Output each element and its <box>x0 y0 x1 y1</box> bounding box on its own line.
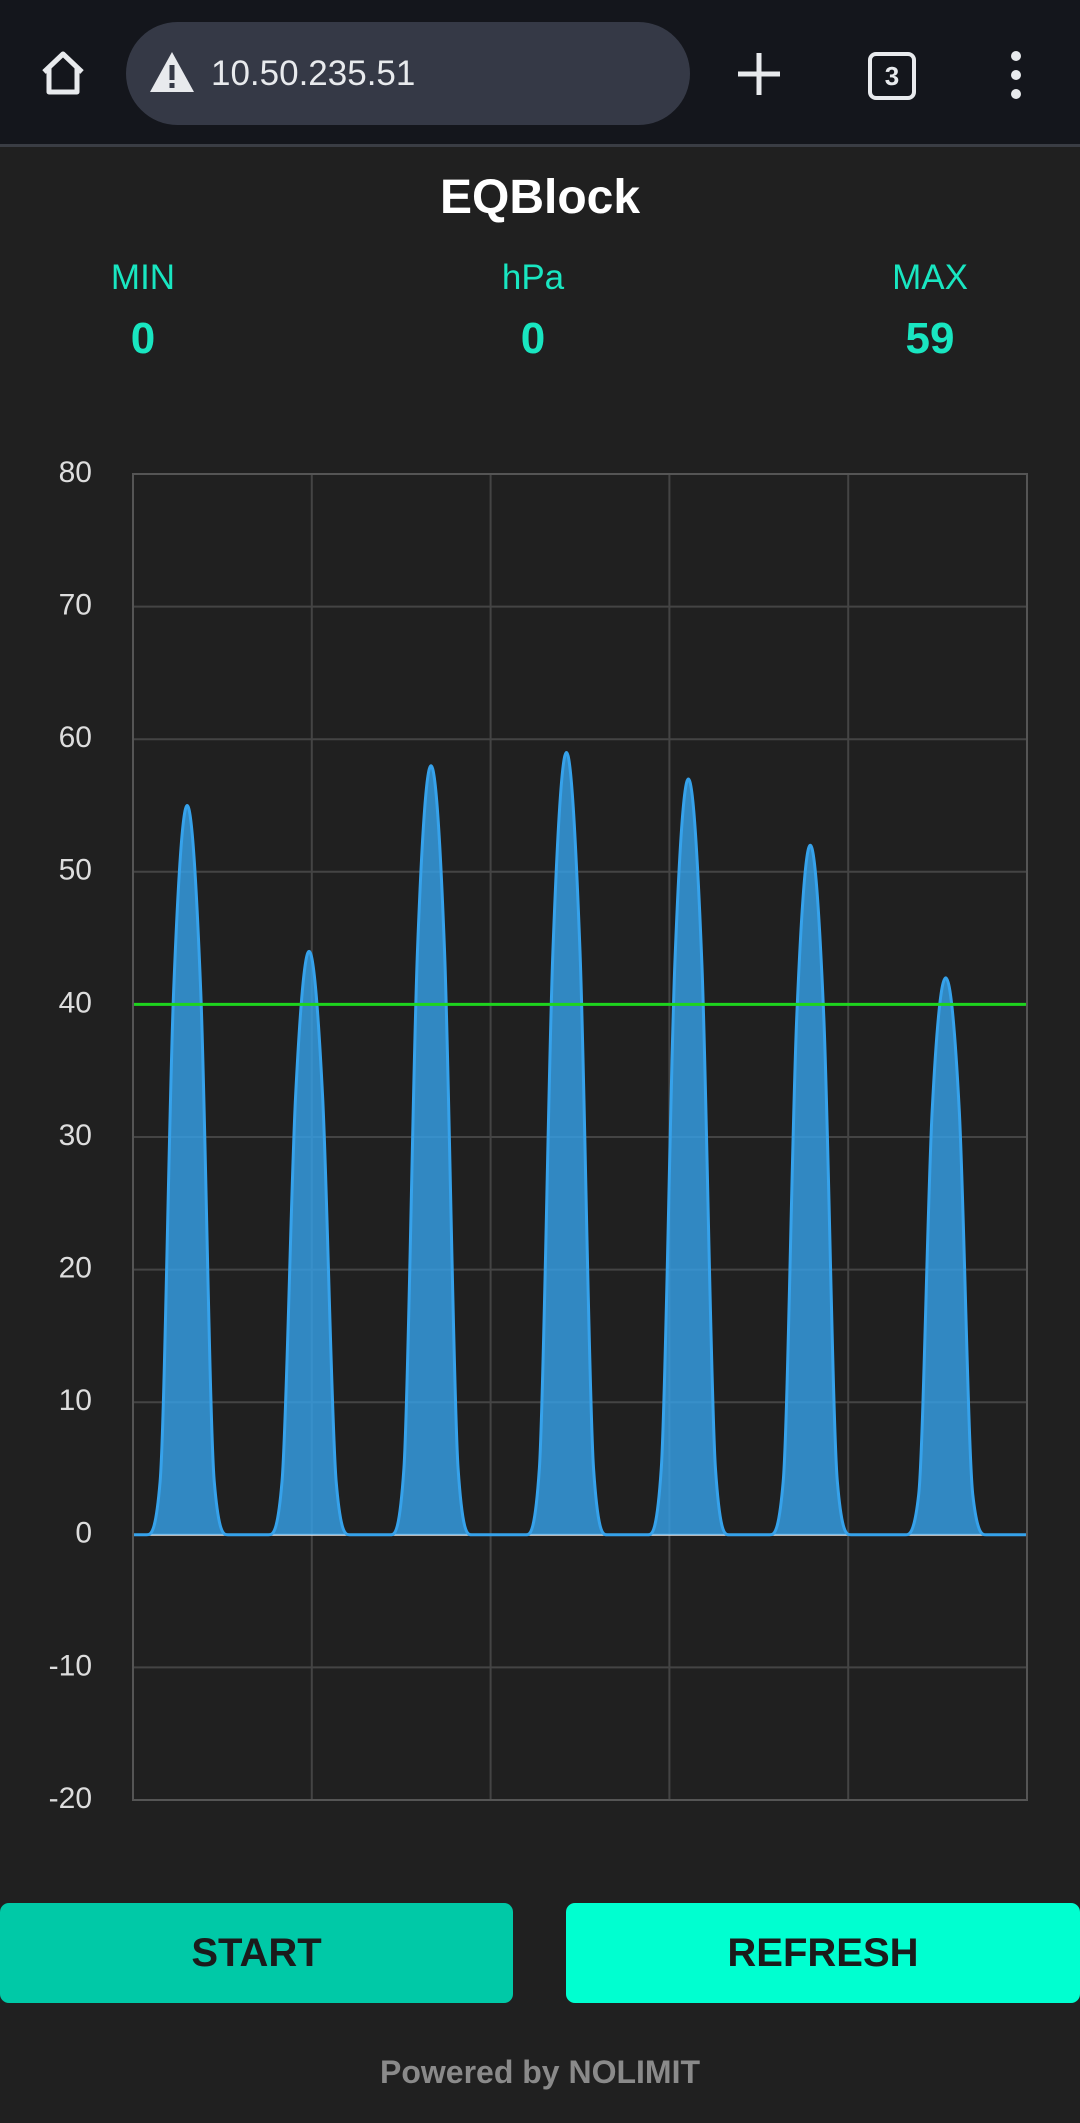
stat-label: hPa <box>501 258 565 297</box>
y-tick-label: 30 <box>59 1119 92 1152</box>
refresh-button[interactable]: REFRESH <box>566 1903 1080 2003</box>
chart: -20 -10 0 10 20 30 40 50 60 70 80 <box>49 456 1028 1815</box>
area-line <box>133 750 1027 1537</box>
y-tick-label: 80 <box>59 456 92 489</box>
browser-bar: 10.50.235.51 3 <box>0 0 1080 147</box>
menu-button[interactable] <box>1007 50 1025 100</box>
y-tick-label: 60 <box>59 721 92 754</box>
area <box>133 752 1027 1535</box>
stat-value: 0 <box>520 314 546 363</box>
footer: Powered by NOLIMIT <box>379 2054 701 2090</box>
stat-max: MAX 59 <box>830 258 1030 364</box>
app-title: EQBlock <box>439 171 641 224</box>
home-button[interactable] <box>38 48 88 98</box>
y-tick-label: 50 <box>59 854 92 887</box>
y-tick-label: 10 <box>59 1384 92 1417</box>
stat-label: MIN <box>110 258 176 297</box>
new-tab-button[interactable] <box>736 51 782 97</box>
stat-hpa: hPa 0 <box>433 258 633 364</box>
stat-value: 0 <box>130 314 156 363</box>
y-tick-label: -10 <box>49 1649 92 1682</box>
y-tick-label: 70 <box>59 589 92 622</box>
stat-value: 59 <box>905 314 955 363</box>
y-tick-label: 40 <box>59 986 92 1019</box>
url-bar[interactable]: 10.50.235.51 <box>126 22 690 125</box>
plot-border <box>132 473 1028 1801</box>
stat-min: MIN 0 <box>43 258 243 364</box>
warning-icon <box>150 52 194 92</box>
y-tick-label: 0 <box>75 1517 92 1550</box>
tab-count[interactable]: 3 <box>868 52 916 100</box>
url-text: 10.50.235.51 <box>211 54 416 93</box>
y-tick-label: -20 <box>49 1782 92 1815</box>
stat-label: MAX <box>892 258 968 297</box>
y-tick-label: 20 <box>59 1252 92 1285</box>
start-button[interactable]: START <box>0 1903 513 2003</box>
